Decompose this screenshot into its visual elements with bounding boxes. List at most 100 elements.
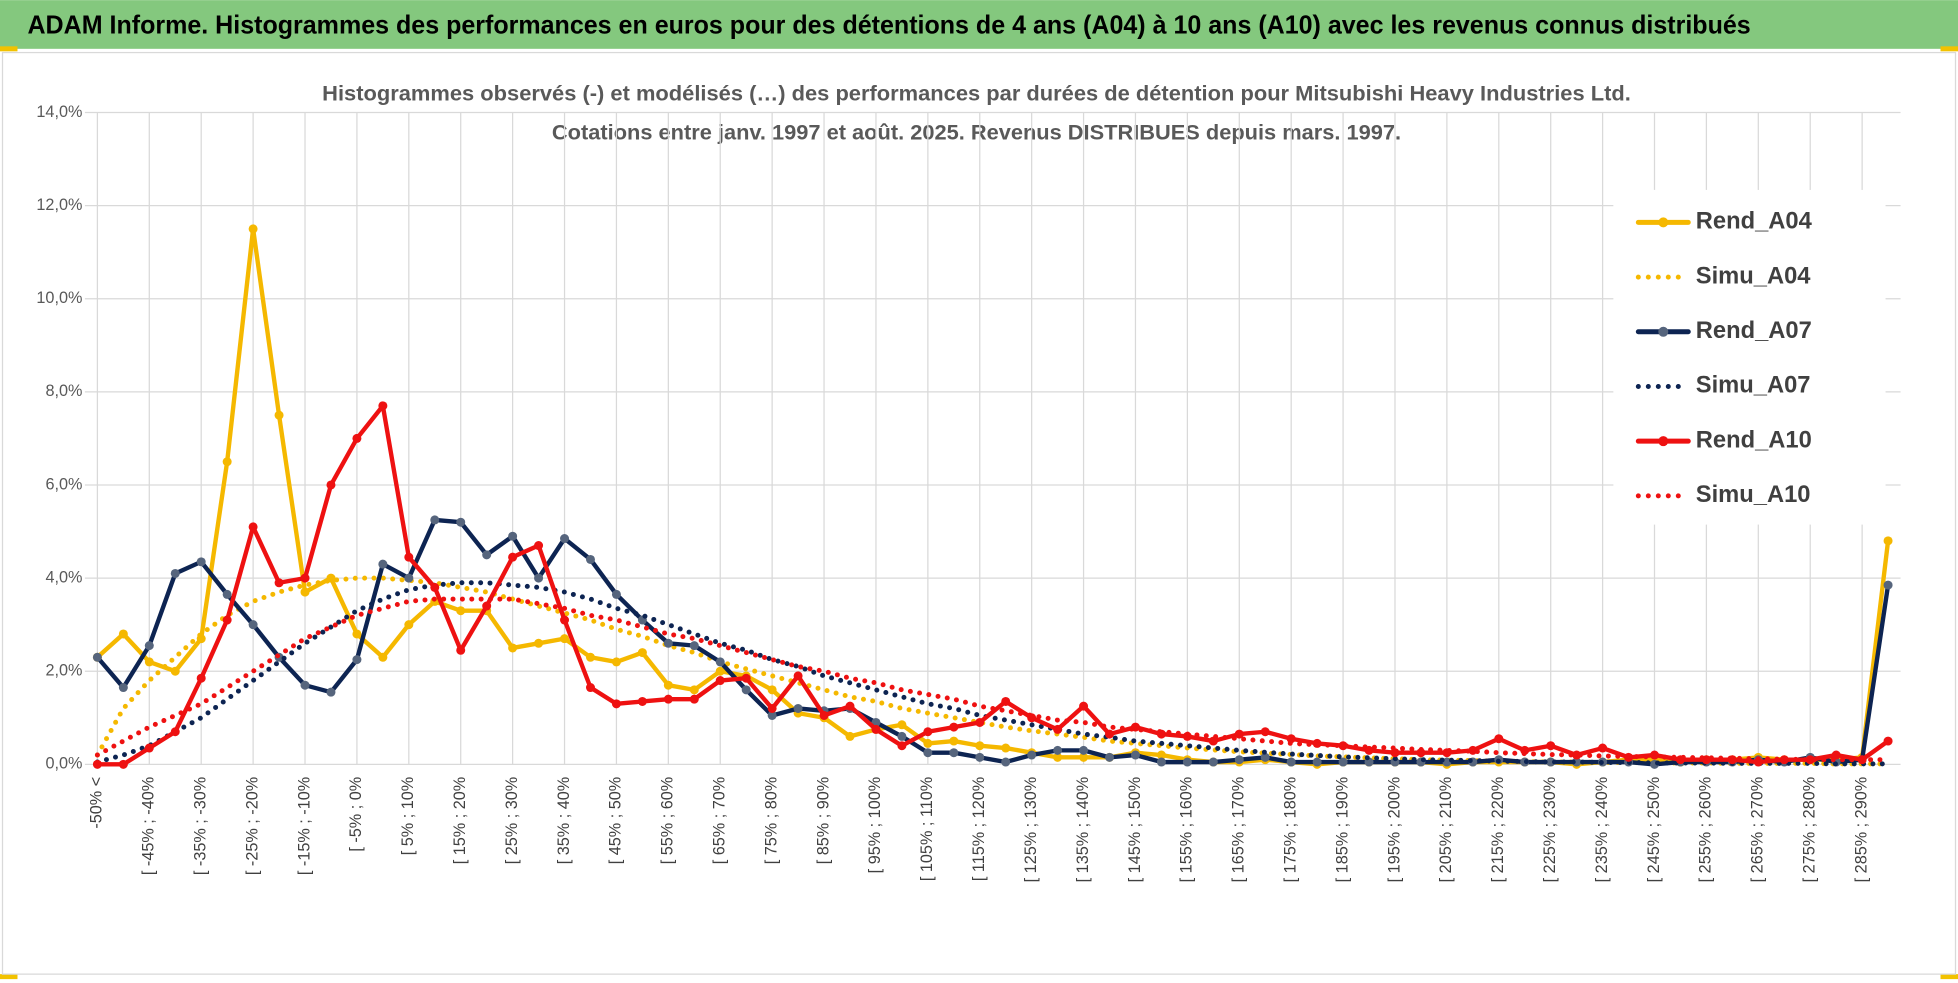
data-point (845, 701, 855, 711)
x-tick-label: [ -25% ; -20% (243, 777, 261, 875)
data-point (1805, 755, 1815, 765)
x-tick-label: [ 255% ; 260% (1697, 777, 1715, 883)
data-point (1053, 752, 1063, 762)
data-point (196, 673, 206, 683)
data-point (663, 694, 673, 704)
data-point (1598, 743, 1608, 753)
x-tick-label: [ 25% ; 30% (503, 777, 521, 864)
y-tick-label: 2,0% (45, 662, 82, 680)
data-point (274, 410, 284, 420)
data-point (534, 638, 544, 648)
data-point (975, 741, 985, 751)
data-point (456, 606, 466, 616)
data-point (949, 736, 959, 746)
data-point (274, 578, 284, 588)
data-point (352, 433, 362, 443)
data-point (845, 731, 855, 741)
data-point (1079, 752, 1089, 762)
y-tick-label: 14,0% (36, 103, 82, 121)
data-point (663, 680, 673, 690)
x-tick-label: [ -15% ; -10% (295, 777, 313, 875)
chart-border (1, 51, 1957, 975)
data-point (897, 720, 907, 730)
data-point (741, 685, 751, 695)
legend-label: Rend_A10 (1696, 427, 1812, 453)
corner (1940, 46, 1958, 52)
data-point (1001, 696, 1011, 706)
data-point (975, 752, 985, 762)
data-point (430, 582, 440, 592)
data-point (222, 457, 232, 467)
legend-label: Simu_A04 (1696, 263, 1811, 289)
data-point (560, 615, 570, 625)
data-point (300, 680, 310, 690)
x-tick-label: -50% < (88, 777, 106, 829)
legend-label: Rend_A07 (1696, 318, 1812, 344)
data-point (534, 541, 544, 551)
data-point (248, 522, 258, 532)
x-tick-label: [ 195% ; 200% (1385, 777, 1403, 883)
x-tick-label: [ 75% ; 80% (762, 777, 780, 864)
header-bar (0, 0, 1958, 49)
legend-marker (1658, 217, 1669, 228)
data-point (585, 683, 595, 693)
data-point (689, 694, 699, 704)
data-point (456, 517, 466, 527)
x-tick-label: [ -45% ; -40% (140, 777, 158, 875)
data-point (767, 685, 777, 695)
x-tick-label: [ 275% ; 280% (1800, 777, 1818, 883)
data-point (637, 696, 647, 706)
data-point (1053, 745, 1063, 755)
data-point (1572, 757, 1582, 767)
data-point (767, 710, 777, 720)
data-point (637, 648, 647, 658)
data-point (611, 657, 621, 667)
data-point (1390, 748, 1400, 758)
data-point (508, 643, 518, 653)
data-point (1286, 757, 1296, 767)
x-tick-label: [ 105% ; 110% (918, 777, 936, 881)
data-point (1338, 757, 1348, 767)
data-point (1831, 750, 1841, 760)
x-tick-label: [ -5% ; 0% (347, 777, 365, 852)
legend-label: Simu_A10 (1696, 482, 1811, 508)
data-point (378, 559, 388, 569)
data-point (300, 587, 310, 597)
data-point (144, 743, 154, 753)
data-point (404, 552, 414, 562)
data-point (404, 620, 414, 630)
x-tick-label: [ 175% ; 180% (1281, 777, 1299, 883)
data-point (118, 629, 128, 639)
data-point (326, 480, 336, 490)
data-point (1260, 727, 1270, 737)
legend-box (1613, 189, 1886, 525)
data-point (1546, 741, 1556, 751)
data-point (663, 638, 673, 648)
data-point (949, 748, 959, 758)
x-tick-label: [ 85% ; 90% (814, 777, 832, 864)
data-point (1883, 580, 1893, 590)
data-point (118, 759, 128, 769)
data-point (196, 557, 206, 567)
data-point (689, 641, 699, 651)
data-point (923, 748, 933, 758)
data-point (1001, 757, 1011, 767)
model-line (94, 580, 1891, 767)
data-point (793, 703, 803, 713)
data-point (793, 671, 803, 681)
header-title: ADAM Informe. Histogrammes des performan… (27, 9, 1750, 39)
data-point (326, 687, 336, 697)
data-point (144, 641, 154, 651)
x-tick-label: [ 265% ; 270% (1749, 777, 1767, 883)
data-point (1027, 750, 1037, 760)
data-point (715, 657, 725, 667)
data-point (1208, 757, 1218, 767)
y-tick-label: 12,0% (36, 196, 82, 214)
data-point (1156, 750, 1166, 760)
legend-label: Simu_A07 (1696, 373, 1811, 399)
x-tick-label: [ 45% ; 50% (607, 777, 625, 864)
data-point (1053, 724, 1063, 734)
legend-marker (1658, 436, 1669, 447)
y-tick-label: 4,0% (45, 568, 82, 586)
